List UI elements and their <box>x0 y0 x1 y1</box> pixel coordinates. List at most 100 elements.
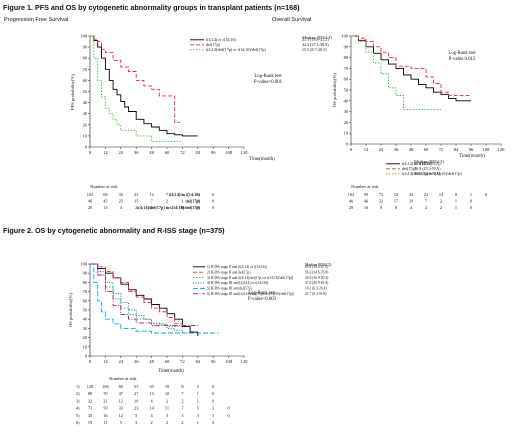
chart1-risk-value: 13 <box>103 205 107 210</box>
chart3-legend-median-2: 56.3 (34.6-76.9) <box>305 270 329 274</box>
chart3-series-4-line <box>90 263 193 334</box>
chart3-legend-median-6: 21.7 (9.3-N/A) <box>305 292 327 296</box>
chart3-x-tick-label: 0 <box>89 359 92 364</box>
chart1-risk-value: 35 <box>119 192 123 197</box>
chart1-y-tick-label: 10 <box>83 133 88 138</box>
chart2-risk-value: 8 <box>455 192 457 197</box>
chart1-risk-value: 0 <box>181 205 183 210</box>
chart1-risk-value: 23 <box>134 192 138 197</box>
chart2-risk-value: 99 <box>364 192 368 197</box>
chart3-x-tick-label: 108 <box>225 359 233 364</box>
chart2-y-tick-label: 90 <box>344 44 349 49</box>
chart2-risk-value: 23 <box>424 192 428 197</box>
chart3-risk-value: 10 <box>165 391 169 396</box>
chart3-risk-value: 53 <box>134 384 138 389</box>
chart3-risk-value: 128 <box>87 384 93 389</box>
chart3-legend-label-1: 1) R-ISS stage II and [t(4;14) or t(14;1… <box>207 265 267 269</box>
chart3-x-axis-label: Time(month) <box>158 369 184 374</box>
chart3-x-tick-label: 24 <box>119 359 124 364</box>
chart2-y-tick-label: 40 <box>344 98 349 103</box>
chart1-risk-value: 0 <box>197 199 199 204</box>
chart3-series-1-line <box>90 263 199 336</box>
chart2-risk-value: 46 <box>349 199 354 204</box>
chart2-risk-value: 9 <box>380 205 382 210</box>
chart2-x-tick-label: 36 <box>394 147 399 152</box>
chart2-risk-value: 17 <box>394 199 399 204</box>
chart1-risk-value: 0 <box>212 205 214 210</box>
chart1-y-tick-label: 70 <box>83 67 88 72</box>
chart1-risk-value: 7 <box>166 192 169 197</box>
chart3-risk-value: 11 <box>165 406 169 411</box>
pfs-panel-title: Progression Free Survival <box>4 17 69 23</box>
chart1-x-tick-label: 24 <box>119 150 124 155</box>
chart3-risk-value: 106 <box>102 384 109 389</box>
chart3-risk-value: 5 <box>197 406 199 411</box>
chart3-risk-value: 23 <box>134 406 138 411</box>
chart3-y-axis-label: OS probability(%) <box>68 293 73 328</box>
chart1-legend-label-2: del(17p) <box>206 42 221 47</box>
figure2-title: Figure 2. OS by cytogenetic abnormality … <box>3 226 225 235</box>
chart1-risk-value: 4 <box>120 205 123 210</box>
chart3-risk-value: 12 <box>119 413 123 418</box>
chart3-legend-label-3: 3) R-ISS stage II and [t(4;14)/del(17p) … <box>207 276 293 280</box>
chart2-y-tick-label: 60 <box>344 77 349 82</box>
chart1-risk-value: 1 <box>197 192 199 197</box>
chart1-risk-value: 46 <box>88 199 93 204</box>
chart1-risk-value: 0 <box>212 199 214 204</box>
chart2-risk-value: 0 <box>470 205 472 210</box>
chart1-legend-label-1: t(4;14) or t(14;16) <box>206 37 236 42</box>
chart1-legend-median-2: 42.2 (27.1-58.8) <box>302 42 329 47</box>
chart1-risk-value: 2 <box>135 205 137 210</box>
chart2-x-axis-label: Time(month) <box>459 154 485 159</box>
chart1-risk-value: 1 <box>166 205 168 210</box>
chart1-y-tick-label: 40 <box>83 100 88 105</box>
chart1-x-tick-label: 72 <box>180 150 185 155</box>
chart2-x-tick-label: 0 <box>350 147 353 152</box>
chart2-risk-row-name: t(4;14)/del(17p) or t(14;16)/del(17p) <box>137 205 200 210</box>
chart3-test-label: Log-Rank test <box>248 291 276 296</box>
chart3-x-tick-label: 120 <box>241 359 249 364</box>
chart2-x-tick-label: 12 <box>364 147 369 152</box>
chart3-y-tick-label: 80 <box>83 280 88 285</box>
chart1-x-tick-label: 84 <box>196 150 201 155</box>
chart2-legend-label-2: del(17p) <box>402 166 417 171</box>
chart3-risk-value: 3 <box>166 413 168 418</box>
chart1-risk-value: 2 <box>166 199 168 204</box>
chart2-risk-value: 20 <box>349 205 353 210</box>
chart3-risk-value: 1 <box>197 420 199 425</box>
chart1-legend-median-1: 21.3 (18.9-31.2) <box>302 37 329 42</box>
chart2-test-value: P-value 0.012 <box>449 57 476 62</box>
chart3-risk-value: 33 <box>119 406 123 411</box>
chart1-risk-value: 69 <box>103 192 107 197</box>
chart3-legend-median-4: 37.6 (20.9-61.8) <box>305 281 329 285</box>
chart3-risk-value: 4 <box>151 398 154 403</box>
chart2-risk-value: 2 <box>440 205 442 210</box>
chart1-risk-row-name: del(17p) <box>185 199 200 204</box>
chart3-y-tick-label: 50 <box>83 308 88 313</box>
chart3-x-tick-label: 84 <box>196 359 201 364</box>
chart3-y-tick-label: 100 <box>80 262 87 267</box>
chart2-risk-value: 34 <box>409 192 414 197</box>
chart1-y-tick-label: 80 <box>83 56 88 61</box>
chart2-x-tick-label: 60 <box>424 147 429 152</box>
chart3-legend-median-5: 16.1 (6.3-26.4) <box>305 287 327 291</box>
chart3-risk-value: 0 <box>212 398 214 403</box>
chart1-risk-value: 20 <box>88 205 92 210</box>
chart3-y-tick-label: 0 <box>85 354 88 359</box>
chart2-risk-value: 8 <box>395 205 397 210</box>
chart3-risk-value: 10 <box>134 398 138 403</box>
chart3-y-tick-label: 70 <box>83 289 88 294</box>
chart3-risk-value: 14 <box>149 406 154 411</box>
chart3-risk-value: 2 <box>166 420 168 425</box>
chart2-y-tick-label: 100 <box>341 34 348 39</box>
chart1-risk-value: 0 <box>212 192 214 197</box>
chart3-risk-value: 5 <box>135 413 137 418</box>
chart3-risk-value: 12 <box>119 398 123 403</box>
chart3-risk-value: 3 <box>181 413 183 418</box>
chart2-risk-value: 72 <box>379 192 383 197</box>
chart2-y-tick-label: 30 <box>344 109 349 114</box>
chart1-risk-row-name: t(4;14)/del(17p) or t(14;16)/del(17p) <box>137 205 200 210</box>
chart3-y-tick-label: 20 <box>83 335 88 340</box>
chart1-risk-value: 45 <box>103 199 107 204</box>
chart3-risk-value: 4 <box>151 413 154 418</box>
